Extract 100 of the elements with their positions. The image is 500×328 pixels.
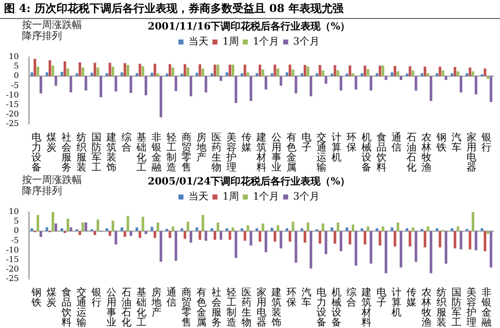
bar: [172, 226, 174, 232]
y-tick-label: -10: [6, 245, 19, 254]
chart-title: 2001/11/16下调印花税后各行业表现（%）: [148, 20, 350, 33]
bar: [262, 69, 264, 76]
bar: [438, 231, 442, 248]
bar: [348, 231, 352, 245]
bar: [130, 231, 132, 236]
legend-label: 3个月: [293, 36, 320, 48]
bar: [220, 76, 222, 81]
bar: [78, 62, 82, 76]
bar: [204, 76, 208, 92]
legend-label: 1周: [222, 36, 239, 48]
bar: [400, 231, 402, 268]
bar: [408, 231, 412, 246]
x-tick-label: 机械设备: [331, 286, 342, 328]
bar: [306, 66, 310, 76]
x-tick-label: 建筑装饰: [270, 286, 282, 328]
bar: [288, 64, 292, 76]
x-tick-label: 基础化工: [135, 286, 146, 328]
bar: [154, 231, 156, 238]
x-tick-label: 交通运输: [316, 132, 326, 174]
bar: [112, 66, 114, 76]
bar: [456, 226, 460, 232]
y-tick-label: 10: [8, 207, 19, 216]
bar: [384, 76, 388, 80]
bar: [52, 66, 54, 76]
x-tick-label: 房地产: [150, 286, 162, 319]
bar: [382, 226, 384, 232]
x-tick-label: 基础化工: [135, 132, 146, 174]
bar: [348, 65, 352, 76]
bar: [180, 74, 184, 76]
bar: [292, 69, 294, 76]
bar: [352, 224, 354, 232]
bar: [114, 231, 118, 245]
bar: [454, 66, 456, 76]
bar: [216, 64, 220, 76]
legend-label: 1个月: [252, 36, 280, 48]
x-tick-label: 银行: [480, 132, 492, 154]
bar: [490, 76, 492, 102]
bar: [244, 64, 246, 76]
x-tick-label: 食品饮料: [375, 132, 386, 174]
bar: [160, 76, 162, 118]
bar: [420, 73, 424, 76]
bar: [460, 76, 462, 92]
bar: [262, 223, 264, 232]
x-tick-label: 房地产: [195, 132, 206, 164]
bar: [54, 76, 58, 86]
bar: [70, 76, 72, 92]
bar: [486, 76, 490, 80]
bar: [112, 220, 114, 232]
x-tick-label: 公用事业: [106, 286, 116, 328]
x-tick-label: 建筑材料: [360, 286, 372, 328]
bar: [460, 231, 462, 250]
text: 图 4: 历次印花税下调后各行业表现，券商多数受益且 08 年表现尤强: [0, 0, 500, 19]
x-tick-label: 美容护理: [465, 286, 476, 328]
bar: [288, 231, 292, 242]
x-tick-label: 钢铁: [435, 132, 446, 154]
bar: [216, 222, 220, 232]
x-tick-label: 交通运输: [76, 286, 86, 328]
bar: [232, 227, 234, 232]
bar: [204, 231, 208, 241]
bar: [114, 76, 118, 92]
bar: [40, 231, 42, 237]
bar: [84, 222, 88, 232]
bar: [336, 70, 340, 76]
bar: [334, 231, 336, 244]
legend-label: 当天: [188, 190, 208, 203]
bar: [60, 72, 64, 76]
bar: [468, 68, 472, 76]
x-tick-label: 国防军工: [91, 132, 102, 174]
bar: [100, 76, 102, 98]
bar: [258, 64, 262, 76]
x-tick-label: 综合: [121, 132, 132, 154]
bar: [108, 62, 112, 76]
bar: [64, 61, 66, 76]
bar: [436, 228, 438, 232]
bar: [472, 71, 474, 76]
y-tick-label: -5: [11, 236, 19, 245]
bar: [304, 231, 306, 243]
bar: [124, 63, 126, 76]
y-tick-label: 0: [14, 71, 19, 80]
bar: [138, 64, 142, 76]
bar: [400, 76, 402, 80]
bar: [52, 212, 54, 232]
bar: [364, 66, 366, 76]
legend-label: 3个月: [293, 190, 320, 203]
text: 按一周涨跌幅降序排列: [22, 175, 83, 197]
x-tick-label: 有色金属: [196, 286, 206, 328]
bar: [324, 76, 328, 84]
bar: [150, 72, 154, 76]
x-tick-label: 计算机: [391, 286, 402, 319]
bar: [198, 64, 202, 76]
y-tick-label: -20: [6, 110, 19, 119]
x-tick-label: 农林牧渔: [420, 132, 432, 174]
bar: [184, 64, 186, 76]
bar: [54, 223, 58, 232]
bar: [294, 76, 298, 94]
bar: [190, 231, 192, 243]
bar: [396, 71, 400, 76]
bar: [390, 72, 394, 76]
